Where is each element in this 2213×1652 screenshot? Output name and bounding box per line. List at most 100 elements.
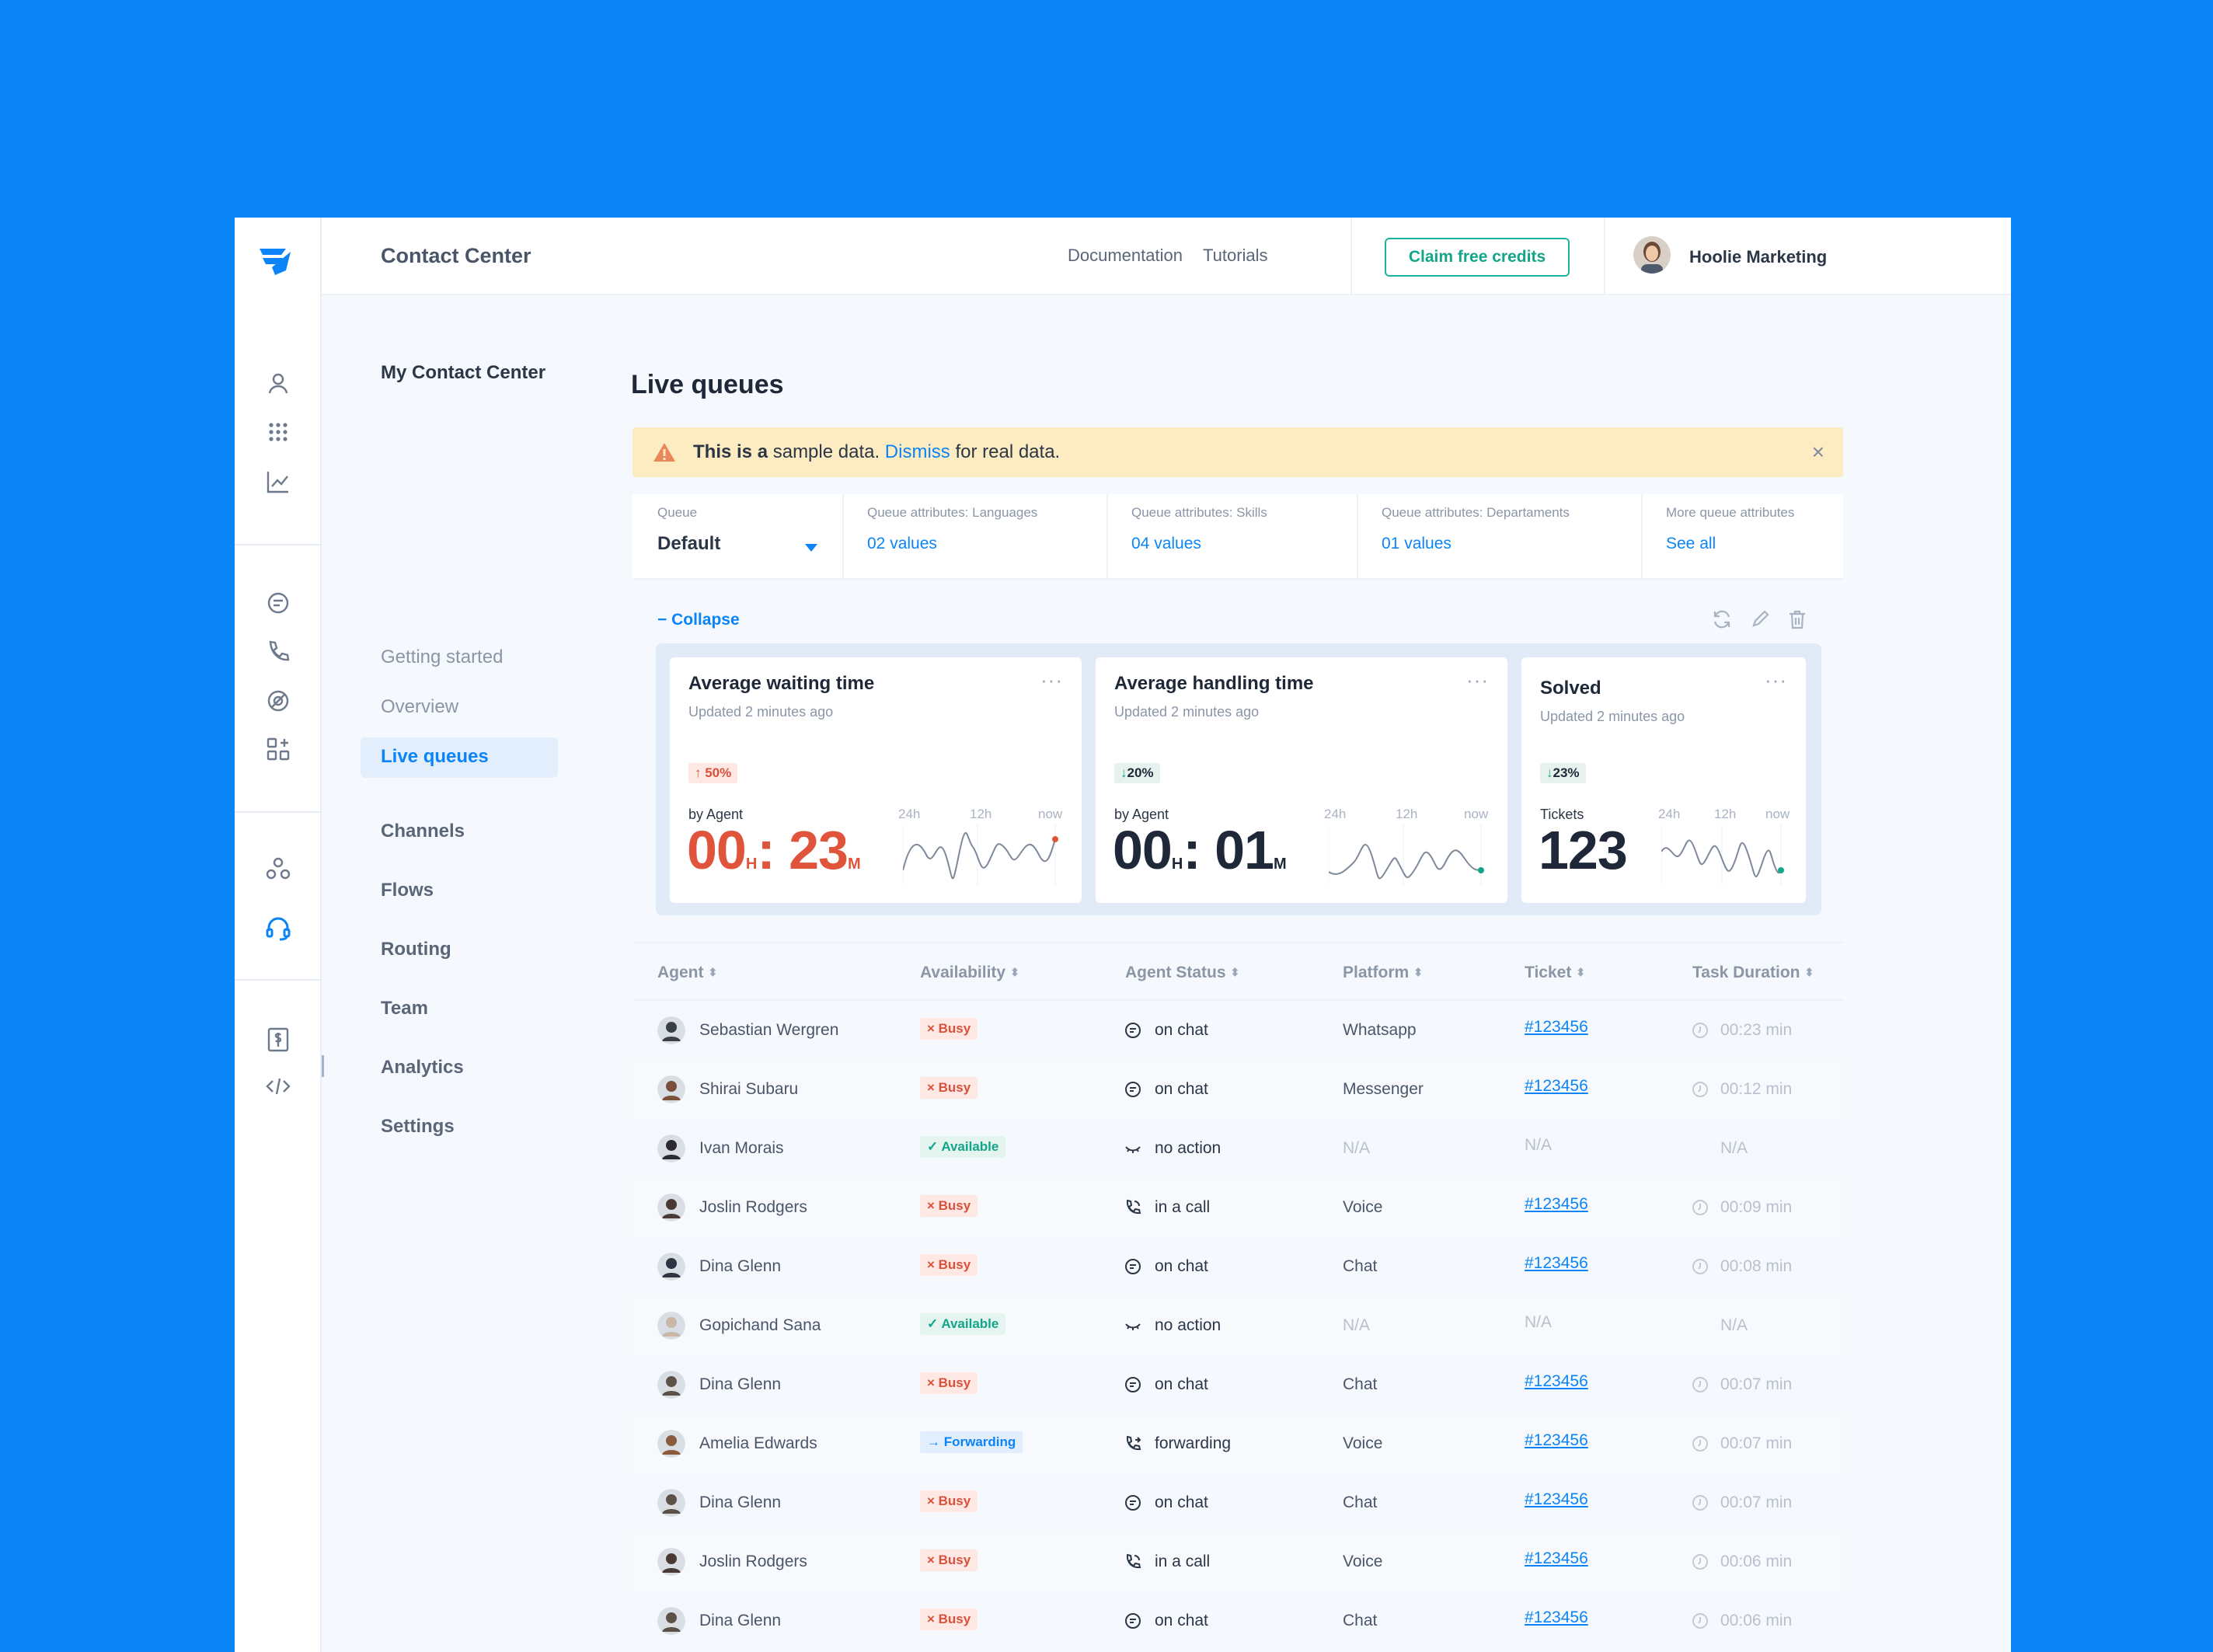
card-average-handling-time[interactable]: Average handling time Updated 2 minutes … [1096, 657, 1507, 903]
filter-value[interactable]: 01 values [1382, 535, 1452, 552]
card-average-waiting-time[interactable]: Average waiting time Updated 2 minutes a… [670, 657, 1082, 903]
ticket-link[interactable]: #123456 [1525, 1077, 1588, 1095]
chat-icon[interactable] [264, 589, 292, 617]
agent-name[interactable]: Dina Glenn [699, 1257, 782, 1275]
agent-name[interactable]: Dina Glenn [699, 1493, 782, 1511]
nav-my-contact-center[interactable]: My Contact Center [381, 362, 546, 383]
ticket-link[interactable]: #123456 [1525, 1431, 1588, 1449]
sort-icon[interactable]: ⬍ [1010, 966, 1019, 978]
sort-icon[interactable]: ⬍ [1230, 966, 1240, 978]
user-icon[interactable] [264, 370, 292, 398]
agent-name[interactable]: Sebastian Wergren [699, 1021, 839, 1039]
table-row[interactable]: Dina Glenn × Busy on chat Chat #123456 00:07 … [633, 1473, 1843, 1532]
ticket-link[interactable]: #123456 [1525, 1018, 1588, 1036]
col-availability[interactable]: Availability ⬍ [920, 964, 1019, 982]
table-row[interactable]: Ivan Morais ✓ Available no action N/A N/A N/A [633, 1119, 1843, 1178]
collapse-toggle[interactable]: − Collapse [657, 611, 740, 629]
analytics-icon[interactable] [264, 468, 292, 496]
table-row[interactable]: Dina Glenn × Busy on chat Chat #123456 00:06 … [633, 1591, 1843, 1650]
agent-name[interactable]: Amelia Edwards [699, 1434, 817, 1452]
table-row[interactable]: Joslin Rodgers × Busy in a call Voice #12345… [633, 1178, 1843, 1237]
filter-value[interactable]: 02 values [867, 535, 937, 552]
filter-languages[interactable]: Queue attributes: Languages 02 values [842, 494, 1106, 580]
refresh-icon[interactable] [1710, 608, 1734, 631]
nav-settings[interactable]: Settings [381, 1116, 455, 1137]
nav-live-queues[interactable]: Live queues [381, 746, 489, 767]
nav-flows[interactable]: Flows [381, 880, 434, 901]
agent-name[interactable]: Joslin Rodgers [699, 1553, 807, 1570]
table-row[interactable]: Dina Glenn × Busy on chat Chat #123456 00:08 … [633, 1237, 1843, 1296]
agent-name[interactable]: Gopichand Sana [699, 1316, 821, 1334]
see-all-link[interactable]: See all [1666, 535, 1716, 552]
col-platform[interactable]: Platform ⬍ [1343, 964, 1423, 982]
filter-more[interactable]: More queue attributes See all [1641, 494, 1843, 580]
sort-icon[interactable]: ⬍ [1413, 966, 1423, 978]
table-row[interactable]: Joslin Rodgers × Busy in a call Voice #12345… [633, 1532, 1843, 1591]
agent-name[interactable]: Dina Glenn [699, 1612, 782, 1629]
sort-icon[interactable]: ⬍ [1576, 966, 1586, 978]
filter-departments[interactable]: Queue attributes: Departaments 01 values [1357, 494, 1641, 580]
user-name[interactable]: Hoolie Marketing [1689, 247, 1828, 267]
filter-value[interactable]: 04 values [1131, 535, 1201, 552]
close-icon[interactable]: × [1811, 440, 1824, 464]
table-row[interactable]: Sebastian Wergren × Busy on chat Whatsapp #1… [633, 1001, 1843, 1060]
mention-icon[interactable] [264, 687, 292, 715]
phone-icon[interactable] [264, 637, 292, 665]
ticket-link[interactable]: #123456 [1525, 1608, 1588, 1626]
table-row[interactable]: Shirai Subaru × Busy on chat Messenger #1234… [633, 1060, 1843, 1119]
card-solved[interactable]: Solved Updated 2 minutes ago ··· ↓23% Ti… [1521, 657, 1806, 903]
table-row[interactable]: Gopichand Sana ✓ Available no action N/A N/A… [633, 1296, 1843, 1355]
metric-cards: Average waiting time Updated 2 minutes a… [656, 643, 1821, 915]
ticket-link[interactable]: #123456 [1525, 1254, 1588, 1272]
dialpad-icon[interactable] [264, 418, 292, 446]
nav-overview[interactable]: Overview [381, 696, 459, 717]
sort-icon[interactable]: ⬍ [708, 966, 718, 978]
agent-name[interactable]: Dina Glenn [699, 1375, 782, 1393]
code-icon[interactable] [264, 1072, 292, 1100]
filter-value[interactable]: Default [657, 533, 721, 554]
headset-icon[interactable] [264, 914, 292, 942]
nav-channels[interactable]: Channels [381, 821, 465, 842]
sort-icon[interactable]: ⬍ [1804, 966, 1814, 978]
tutorials-link[interactable]: Tutorials [1203, 246, 1268, 265]
dismiss-link[interactable]: Dismiss [884, 441, 950, 462]
table-row[interactable]: Amelia Edwards → Forwarding forwarding Voic… [633, 1414, 1843, 1473]
clock-icon [1691, 1612, 1709, 1630]
table-row[interactable]: Dina Glenn × Busy on chat Chat #123456 00:07 … [633, 1355, 1843, 1414]
col-agent-status-label: Agent Status [1125, 964, 1226, 981]
trash-icon[interactable] [1786, 608, 1809, 631]
clock-icon [1691, 1257, 1709, 1276]
team-icon[interactable] [264, 855, 292, 883]
logo-icon[interactable] [255, 241, 295, 281]
filter-skills[interactable]: Queue attributes: Skills 04 values [1106, 494, 1357, 580]
col-task-duration[interactable]: Task Duration ⬍ [1692, 964, 1814, 982]
more-icon[interactable]: ··· [1765, 668, 1787, 692]
ticket-link[interactable]: #123456 [1525, 1372, 1588, 1390]
billing-icon[interactable] [264, 1026, 292, 1054]
agent-name[interactable]: Shirai Subaru [699, 1080, 799, 1098]
nav-team[interactable]: Team [381, 998, 428, 1019]
ticket-link[interactable]: #123456 [1525, 1490, 1588, 1508]
ticket-link[interactable]: #123456 [1525, 1195, 1588, 1213]
agent-name[interactable]: Joslin Rodgers [699, 1198, 807, 1216]
availability-badge: × Busy [920, 1195, 978, 1217]
apps-icon[interactable] [264, 735, 292, 763]
nav-getting-started[interactable]: Getting started [381, 647, 504, 667]
nav-routing[interactable]: Routing [381, 939, 451, 960]
edit-icon[interactable] [1748, 608, 1772, 631]
user-avatar[interactable] [1633, 236, 1671, 274]
more-icon[interactable]: ··· [1466, 668, 1489, 692]
chevron-down-icon[interactable] [805, 544, 817, 552]
nav-analytics[interactable]: Analytics [381, 1057, 464, 1078]
spark-tick: 12h [970, 807, 992, 821]
agent-status: no action [1155, 1139, 1222, 1157]
more-icon[interactable]: ··· [1040, 668, 1063, 692]
ticket-link[interactable]: #123456 [1525, 1549, 1588, 1567]
col-agent[interactable]: Agent ⬍ [657, 964, 717, 982]
claim-free-credits-button[interactable]: Claim free credits [1385, 238, 1570, 277]
queue-select[interactable]: Queue Default [633, 494, 842, 580]
col-ticket[interactable]: Ticket ⬍ [1525, 964, 1585, 982]
col-agent-status[interactable]: Agent Status ⬍ [1125, 964, 1239, 982]
agent-name[interactable]: Ivan Morais [699, 1139, 784, 1157]
documentation-link[interactable]: Documentation [1068, 246, 1183, 265]
